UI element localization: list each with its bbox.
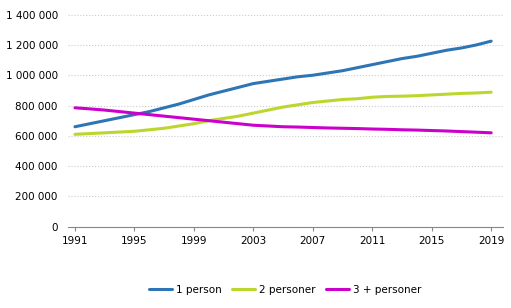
Line: 2 personer: 2 personer [75, 92, 491, 134]
2 personer [250, 111, 257, 115]
2 personer [72, 132, 78, 136]
3 + personer [221, 120, 227, 124]
2 personer [444, 92, 450, 96]
3 + personer [265, 124, 271, 128]
3 + personer [295, 125, 301, 129]
1 person [236, 86, 242, 89]
3 + personer [176, 116, 182, 120]
3 + personer [414, 128, 420, 132]
1 person [324, 71, 331, 75]
1 person [146, 110, 152, 113]
2 personer [87, 132, 93, 136]
3 + personer [72, 106, 78, 110]
1 person [339, 69, 345, 73]
Line: 1 person: 1 person [75, 41, 491, 127]
Line: 3 + personer: 3 + personer [75, 108, 491, 133]
1 person [191, 98, 197, 101]
2 personer [369, 95, 375, 99]
2 personer [324, 99, 331, 103]
1 person [280, 77, 286, 81]
3 + personer [191, 117, 197, 121]
1 person [310, 73, 316, 77]
1 person [250, 82, 257, 85]
2 personer [176, 124, 182, 128]
1 person [295, 75, 301, 79]
3 + personer [444, 129, 450, 133]
1 person [176, 102, 182, 106]
1 person [384, 60, 390, 63]
2 personer [399, 94, 405, 98]
3 + personer [458, 130, 464, 133]
3 + personer [280, 125, 286, 129]
1 person [354, 66, 360, 70]
3 + personer [117, 110, 123, 113]
2 personer [146, 128, 152, 132]
3 + personer [206, 119, 212, 123]
2 personer [473, 91, 479, 95]
3 + personer [369, 127, 375, 131]
2 personer [488, 90, 494, 94]
1 person [488, 39, 494, 43]
3 + personer [399, 128, 405, 132]
2 personer [117, 130, 123, 134]
3 + personer [429, 129, 435, 132]
3 + personer [339, 126, 345, 130]
1 person [102, 119, 108, 123]
2 personer [339, 98, 345, 101]
2 personer [265, 108, 271, 112]
1 person [429, 51, 435, 55]
1 person [265, 79, 271, 83]
Legend: 1 person, 2 personer, 3 + personer: 1 person, 2 personer, 3 + personer [145, 281, 426, 299]
2 personer [206, 119, 212, 123]
1 person [117, 116, 123, 120]
2 personer [384, 95, 390, 98]
1 person [414, 55, 420, 58]
3 + personer [87, 107, 93, 111]
2 personer [236, 114, 242, 118]
3 + personer [473, 130, 479, 134]
2 personer [458, 91, 464, 95]
3 + personer [146, 113, 152, 116]
1 person [369, 63, 375, 67]
2 personer [414, 94, 420, 98]
3 + personer [354, 127, 360, 130]
1 person [399, 57, 405, 60]
3 + personer [102, 108, 108, 112]
2 personer [221, 116, 227, 120]
3 + personer [488, 131, 494, 135]
3 + personer [236, 122, 242, 126]
2 personer [280, 105, 286, 109]
3 + personer [161, 114, 167, 118]
2 personer [354, 97, 360, 101]
1 person [131, 113, 137, 116]
1 person [458, 46, 464, 50]
3 + personer [250, 124, 257, 127]
1 person [206, 93, 212, 97]
2 personer [102, 131, 108, 135]
2 personer [161, 126, 167, 130]
1 person [444, 48, 450, 52]
1 person [87, 122, 93, 126]
2 personer [295, 103, 301, 107]
3 + personer [324, 126, 331, 130]
2 personer [310, 101, 316, 104]
2 personer [131, 129, 137, 133]
3 + personer [384, 128, 390, 131]
3 + personer [310, 126, 316, 129]
1 person [221, 89, 227, 93]
3 + personer [131, 111, 137, 115]
1 person [161, 106, 167, 110]
2 personer [429, 93, 435, 97]
1 person [72, 125, 78, 129]
2 personer [191, 122, 197, 126]
1 person [473, 43, 479, 47]
